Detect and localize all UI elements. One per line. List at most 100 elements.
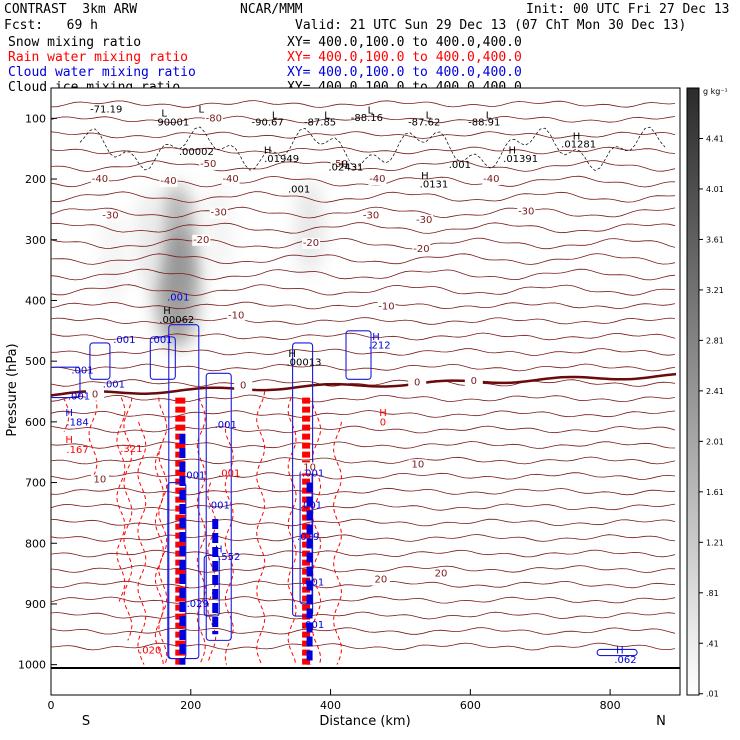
valid-time: Valid: 21 UTC Sun 29 Dec 13 (07 ChT Mon … [295, 18, 687, 33]
isotherm-label-bg [371, 574, 390, 586]
isotherm-label-bg [300, 462, 319, 474]
field-label-snow: Snow mixing ratio [8, 35, 142, 50]
point-annotation: L [486, 110, 492, 121]
isotherm-label: -50 [331, 159, 347, 170]
snow-shade-5 [205, 180, 232, 275]
y-tick-label: 100 [25, 112, 46, 125]
isotherm-label-bg [330, 158, 349, 170]
rain-contour [312, 397, 322, 665]
isotherm-label-bg [368, 174, 387, 186]
field-xy-rain: XY= 400.0,100.0 to 400.0,400.0 [287, 50, 522, 65]
isotherm-label: -30 [518, 206, 534, 217]
x-axis-left-end: S [82, 714, 90, 729]
rain-contour [224, 421, 234, 665]
cloud-water-contour [345, 330, 372, 380]
isotherm-label: -50 [200, 159, 216, 170]
point-annotation: L [198, 104, 204, 115]
forecast-hour: Fcst: 69 h [4, 18, 98, 33]
point-annotation: .167 [66, 445, 88, 456]
rain-contour [137, 421, 147, 665]
isotherm-label-bg [204, 113, 223, 125]
isotherm-line [51, 284, 676, 296]
isotherm-line [51, 518, 676, 527]
isotherm-line [51, 379, 676, 387]
isotherm-label: 20 [435, 569, 448, 580]
isotherm-line [51, 131, 676, 139]
colorbar-tick-label: 3.61 [706, 235, 724, 244]
point-annotation: H [616, 646, 624, 657]
isotherm-label-bg [517, 206, 536, 218]
isotherm-line [51, 146, 676, 155]
point-annotation: .001 [208, 501, 230, 512]
isotherm-label-bg [408, 459, 427, 471]
isotherm-label: -30 [416, 215, 432, 226]
colorbar-tick-label: 1.21 [706, 538, 724, 547]
isotherm-label: 10 [412, 459, 425, 470]
isotherm-label: -40 [92, 174, 108, 185]
colorbar [686, 87, 700, 696]
point-annotation: .184 [66, 417, 88, 428]
point-annotation: .001 [71, 365, 93, 376]
point-annotation: .029 [187, 599, 209, 610]
isotherm-label: -40 [222, 174, 238, 185]
isotherm-line [51, 100, 676, 108]
isotherm-label: -20 [303, 238, 319, 249]
isotherm-label-bg [159, 175, 178, 187]
cloud-water-contour [89, 342, 111, 380]
isotherm-label: -40 [483, 174, 499, 185]
isotherm-label: -10 [378, 302, 394, 313]
isotherm-label: -20 [413, 244, 429, 255]
rain-contour [332, 421, 343, 665]
point-annotation: .001 [302, 620, 324, 631]
point-annotation: H [163, 306, 171, 317]
isotherm-label: -10 [228, 311, 244, 322]
point-annotation: H [65, 408, 73, 419]
y-tick-label: 800 [25, 537, 46, 550]
cloud-water-contour [203, 554, 220, 617]
isotherm-label-bg [431, 568, 450, 580]
point-annotation: L [426, 110, 432, 121]
isotherm-line [51, 410, 676, 418]
field-xy-top: XY= 400.0,100.0 to 400.0,400.0 [287, 35, 522, 50]
isotherm-line [51, 394, 676, 403]
y-tick-label: 300 [25, 234, 46, 247]
isotherm-label-bg [301, 237, 320, 249]
point-annotation: .0131 [420, 180, 449, 191]
point-annotation: .019 [297, 532, 319, 543]
point-annotation: .001 [113, 335, 135, 346]
y-tick-label: 400 [25, 294, 46, 307]
x-tick-label: 0 [48, 699, 55, 712]
point-annotation: -87.85 [304, 118, 336, 129]
isotherm-label-bg [377, 301, 396, 313]
point-annotation: .001 [183, 470, 205, 481]
isotherm-line [51, 565, 676, 573]
rain-contour [116, 397, 126, 602]
isotherm-label-bg [408, 377, 427, 389]
point-annotation: .321 [120, 444, 142, 455]
point-annotation: .001 [300, 501, 322, 512]
rain-contour [88, 397, 98, 481]
isotherm-line [51, 456, 676, 465]
center-label: NCAR/MMM [240, 2, 303, 17]
point-annotation: .00013 [286, 357, 321, 368]
init-time: Init: 00 UTC Fri 27 Dec 13 [526, 2, 730, 17]
isotherm-label-bg [101, 210, 120, 222]
x-tick-label: 200 [180, 699, 201, 712]
isotherm-line [51, 301, 676, 310]
colorbar-tick-label: 2.01 [706, 437, 724, 446]
isotherm-line [51, 317, 676, 325]
y-tick-label: 700 [25, 477, 46, 490]
point-annotation: H [421, 171, 429, 182]
point-annotation: L [161, 109, 167, 120]
point-annotation: H [372, 332, 380, 343]
field-xy-cloud-water: XY= 400.0,100.0 to 400.0,400.0 [287, 65, 522, 80]
isotherm-line [51, 596, 676, 604]
precip-contour-layer [51, 324, 638, 667]
isotherm-label-bg [482, 174, 501, 186]
isotherm-line [51, 348, 676, 356]
point-annotation: 0 [380, 417, 386, 428]
point-annotation: .01281 [561, 139, 596, 150]
isotherm-line [51, 253, 676, 265]
isotherm-label: 0 [240, 380, 246, 391]
isotherm-line [51, 441, 676, 449]
